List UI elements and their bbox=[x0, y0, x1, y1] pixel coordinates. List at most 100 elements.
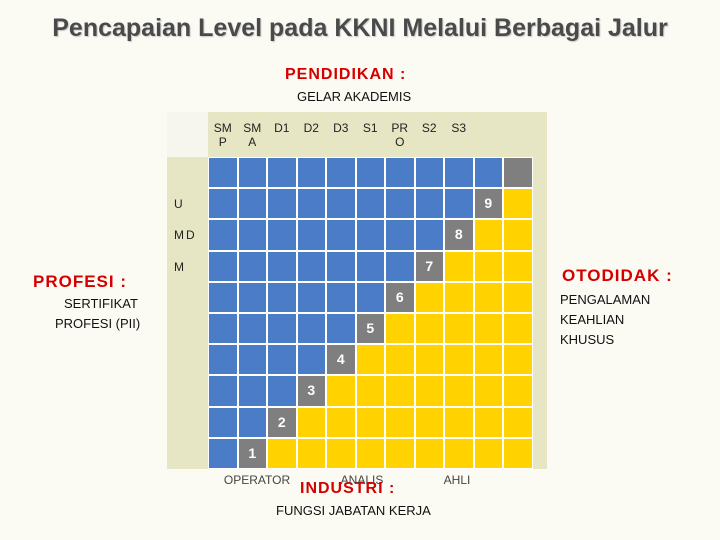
grid-cell bbox=[503, 157, 533, 189]
bottom-label: AHLI bbox=[443, 473, 471, 487]
column-header-line1: SM bbox=[243, 121, 262, 135]
grid-cell bbox=[355, 437, 385, 469]
grid-cell bbox=[444, 250, 474, 282]
otodidak-heading: OTODIDAK : bbox=[562, 266, 673, 285]
profesi-heading: PROFESI : bbox=[33, 272, 128, 291]
grid-cell bbox=[208, 219, 238, 251]
column-header: D3 bbox=[326, 121, 356, 135]
grid-cell bbox=[444, 344, 474, 376]
grid-cell bbox=[444, 313, 474, 345]
grid-cell bbox=[414, 157, 444, 189]
grid-cell bbox=[385, 344, 415, 376]
grid-cell bbox=[414, 313, 444, 345]
column-header-line1: S2 bbox=[421, 121, 437, 135]
grid-cell bbox=[267, 313, 297, 345]
grid-cell bbox=[385, 157, 415, 189]
grid-cell bbox=[208, 313, 238, 345]
grid-cell bbox=[326, 313, 356, 345]
grid-cell bbox=[444, 219, 474, 251]
grid-cell bbox=[473, 157, 503, 189]
grid-cell bbox=[385, 437, 415, 469]
grid-cell bbox=[326, 406, 356, 438]
grid-cell bbox=[237, 281, 267, 313]
row-label: U bbox=[174, 197, 185, 212]
grid-cell bbox=[296, 313, 326, 345]
grid-cell bbox=[208, 157, 238, 189]
grid-cell bbox=[296, 406, 326, 438]
grid-cell bbox=[296, 281, 326, 313]
grid-cell bbox=[326, 157, 356, 189]
column-header-line1: SM bbox=[213, 121, 232, 135]
grid-cell bbox=[473, 344, 503, 376]
grid-cell bbox=[503, 188, 533, 220]
profesi-sub-line1: SERTIFIKAT bbox=[64, 296, 138, 311]
level-number: 2 bbox=[277, 413, 286, 430]
grid-corner bbox=[167, 112, 208, 157]
grid-cell bbox=[473, 437, 503, 469]
grid-cell bbox=[296, 188, 326, 220]
grid-cell bbox=[385, 188, 415, 220]
pendidikan-heading: PENDIDIKAN : bbox=[285, 66, 407, 83]
column-header-line1: PR bbox=[391, 121, 409, 135]
bottom-label: ANALIS bbox=[340, 473, 384, 487]
grid-cell bbox=[355, 281, 385, 313]
grid-cell bbox=[473, 250, 503, 282]
profesi-sub-line2: PROFESI (PII) bbox=[55, 316, 141, 331]
grid-cell bbox=[444, 281, 474, 313]
grid-cell bbox=[503, 406, 533, 438]
grid-cell bbox=[208, 281, 238, 313]
column-header: SM A bbox=[238, 121, 268, 149]
grid-cell bbox=[208, 375, 238, 407]
grid-cell bbox=[326, 437, 356, 469]
column-header: S1 bbox=[356, 121, 386, 135]
grid-cell bbox=[473, 375, 503, 407]
column-header-line2: O bbox=[395, 135, 405, 149]
slide-title: Pencapaian Level pada KKNI Melalui Berba… bbox=[52, 14, 668, 42]
grid-cell bbox=[237, 250, 267, 282]
grid-cell bbox=[385, 406, 415, 438]
grid-cell bbox=[473, 281, 503, 313]
column-header-line1: D1 bbox=[274, 121, 290, 135]
grid-cell bbox=[237, 375, 267, 407]
grid-cell bbox=[414, 344, 444, 376]
grid-cell bbox=[208, 406, 238, 438]
level-number: 4 bbox=[336, 351, 345, 368]
grid-cell bbox=[355, 406, 385, 438]
grid-cell bbox=[444, 375, 474, 407]
grid-cell bbox=[414, 406, 444, 438]
grid-cell bbox=[385, 281, 415, 313]
grid-cell bbox=[267, 281, 297, 313]
level-number: 5 bbox=[366, 320, 375, 336]
row-label: M bbox=[174, 259, 186, 274]
grid-cell bbox=[355, 219, 385, 251]
grid-cell bbox=[414, 219, 444, 251]
grid-cell bbox=[414, 375, 444, 407]
column-header: S2 bbox=[415, 121, 445, 135]
level-number: 1 bbox=[248, 444, 257, 461]
column-header: S3 bbox=[444, 121, 474, 135]
otodidak-sub-line2: KEAHLIAN bbox=[560, 312, 625, 327]
column-header-line2: P bbox=[218, 135, 227, 149]
column-header: PR O bbox=[385, 121, 415, 149]
grid-cell bbox=[355, 157, 385, 189]
grid-cell bbox=[503, 313, 533, 345]
grid-cell bbox=[296, 157, 326, 189]
grid-cell bbox=[208, 344, 238, 376]
grid-cell bbox=[296, 219, 326, 251]
grid-cell bbox=[444, 406, 474, 438]
grid-cell bbox=[237, 188, 267, 220]
grid-cell bbox=[208, 250, 238, 282]
grid-cell bbox=[473, 313, 503, 345]
level-number: 8 bbox=[454, 226, 463, 243]
grid-cell bbox=[267, 406, 297, 438]
grid-cell bbox=[237, 219, 267, 251]
grid-cell bbox=[326, 188, 356, 220]
grid-cell bbox=[503, 437, 533, 469]
level-number: 9 bbox=[484, 195, 493, 212]
grid-cell bbox=[385, 219, 415, 251]
pendidikan-sub: GELAR AKADEMIS bbox=[297, 89, 412, 104]
grid-cell bbox=[267, 250, 297, 282]
column-header-line1: D3 bbox=[333, 121, 349, 135]
column-header-line1: S3 bbox=[451, 121, 467, 135]
grid-cell bbox=[237, 313, 267, 345]
